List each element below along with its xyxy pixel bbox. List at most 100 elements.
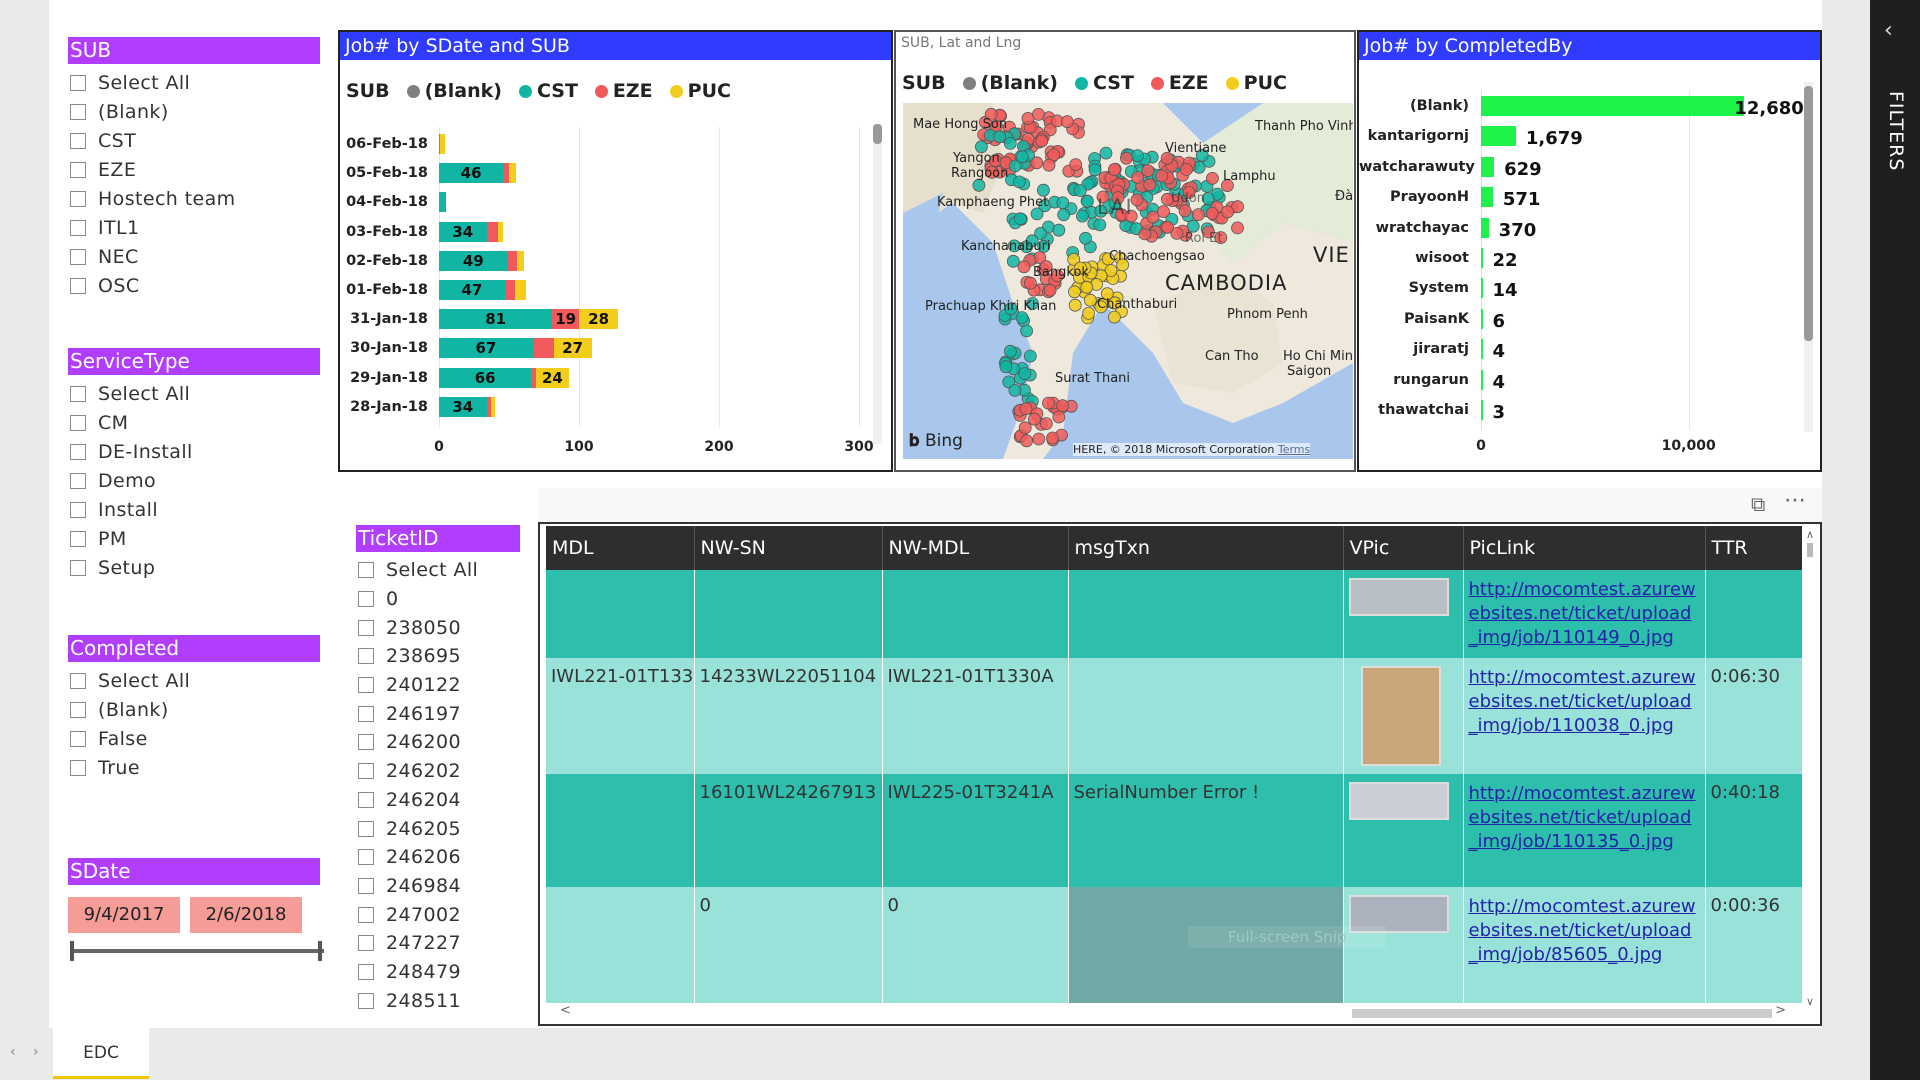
map-data-point[interactable] bbox=[999, 360, 1013, 374]
map-data-point[interactable] bbox=[1182, 186, 1196, 199]
ticketid-item-246200[interactable]: 246200 bbox=[356, 728, 520, 757]
map-data-point[interactable] bbox=[1004, 302, 1018, 316]
map-data-point[interactable] bbox=[1043, 283, 1057, 297]
ticketid-item-246202[interactable]: 246202 bbox=[356, 757, 520, 786]
table-row[interactable]: 0 0 http://mocomtest.azurewebsites.net/tic… bbox=[546, 887, 1802, 1003]
bar-segment-eze[interactable] bbox=[531, 367, 536, 388]
bar-segment-cst[interactable] bbox=[439, 338, 533, 359]
bar-segment-eze[interactable] bbox=[532, 338, 554, 359]
map-data-point[interactable] bbox=[1143, 178, 1157, 192]
completed-item-blank[interactable]: (Blank) bbox=[68, 695, 320, 724]
picture-link[interactable]: http://mocomtest.azurewebsites.net/ticke… bbox=[1468, 579, 1696, 648]
map-data-point[interactable] bbox=[1023, 349, 1037, 363]
column-header-nw-sn[interactable]: NW-SN bbox=[694, 526, 883, 570]
sub-item-cst[interactable]: CST bbox=[68, 126, 320, 155]
map-data-point[interactable] bbox=[1056, 399, 1070, 413]
map-data-point[interactable] bbox=[1008, 383, 1022, 397]
sub-item-hostech-team[interactable]: Hostech team bbox=[68, 184, 320, 213]
bar-segment-eze[interactable] bbox=[439, 134, 441, 154]
bar-segment-eze[interactable] bbox=[552, 309, 579, 330]
map-data-point[interactable] bbox=[1015, 311, 1029, 325]
map-data-point[interactable] bbox=[1073, 184, 1087, 197]
map-data-point[interactable] bbox=[1124, 209, 1138, 223]
servicetype-item-setup[interactable]: Setup bbox=[68, 553, 320, 582]
bar[interactable] bbox=[1481, 217, 1489, 238]
map-data-point[interactable] bbox=[1042, 158, 1056, 172]
bar-segment-cst[interactable] bbox=[439, 280, 505, 300]
map-data-point[interactable] bbox=[1006, 254, 1020, 268]
ticketid-item-246197[interactable]: 246197 bbox=[356, 699, 520, 728]
ticketid-item-238695[interactable]: 238695 bbox=[356, 642, 520, 671]
map-data-point[interactable] bbox=[1008, 159, 1022, 173]
sub-item-blank[interactable]: (Blank) bbox=[68, 97, 320, 126]
sub-checkbox[interactable] bbox=[70, 132, 86, 149]
servicetype-checkbox[interactable] bbox=[70, 443, 86, 460]
completed-item-true[interactable]: True bbox=[68, 753, 320, 782]
sub-item-itl1[interactable]: ITL1 bbox=[68, 213, 320, 242]
map-data-point[interactable] bbox=[1104, 264, 1118, 277]
map-data-point[interactable] bbox=[1036, 183, 1050, 197]
column-header-msgtxn[interactable]: msgTxn bbox=[1068, 526, 1344, 570]
map-data-point[interactable] bbox=[1080, 194, 1094, 208]
bar-segment-puc[interactable] bbox=[490, 396, 495, 417]
map-data-point[interactable] bbox=[1099, 146, 1113, 160]
map-data-point[interactable] bbox=[1013, 212, 1027, 226]
picture-link[interactable]: http://mocomtest.azurewebsites.net/ticke… bbox=[1468, 667, 1696, 736]
map-data-point[interactable] bbox=[1157, 205, 1170, 218]
servicetype-checkbox[interactable] bbox=[70, 559, 86, 576]
ticketid-checkbox[interactable] bbox=[358, 648, 374, 665]
map-data-point[interactable] bbox=[1073, 261, 1087, 275]
start-date-input[interactable]: 9/4/2017 bbox=[68, 897, 180, 933]
map-data-point[interactable] bbox=[1042, 396, 1055, 410]
map-data-point[interactable] bbox=[1191, 208, 1205, 221]
ticketid-item-select-all[interactable]: Select All bbox=[356, 556, 520, 585]
sub-map-visual[interactable]: SUB, Lat and Lng SUB (Blank) CST EZE PUC Mae… bbox=[894, 30, 1356, 472]
bar-segment-cst[interactable] bbox=[439, 309, 553, 330]
map-data-point[interactable] bbox=[1020, 324, 1033, 338]
picture-thumbnail[interactable] bbox=[1348, 895, 1449, 933]
map-data-point[interactable] bbox=[1160, 192, 1174, 206]
map-data-point[interactable] bbox=[1075, 209, 1089, 223]
map-data-point[interactable] bbox=[1030, 207, 1044, 221]
map-legend-item-blank[interactable]: (Blank) bbox=[962, 72, 1058, 94]
column-header-piclink[interactable]: PicLink bbox=[1463, 526, 1706, 570]
map-data-point[interactable] bbox=[1056, 196, 1070, 210]
map-data-point[interactable] bbox=[1231, 200, 1245, 214]
bar-segment-puc[interactable] bbox=[514, 280, 526, 300]
column-header-ttr[interactable]: TTR bbox=[1705, 526, 1802, 570]
picture-thumbnail[interactable] bbox=[1348, 578, 1449, 616]
servicetype-item-select-all[interactable]: Select All bbox=[68, 379, 320, 408]
bar-segment-cst[interactable] bbox=[439, 367, 532, 388]
map-data-point[interactable] bbox=[975, 140, 988, 154]
job-by-completedby-chart[interactable]: Job# by CompletedBy 0 10,000 (Blank) 12,680… bbox=[1357, 30, 1822, 472]
map-data-point[interactable] bbox=[1094, 300, 1108, 314]
map-data-point[interactable] bbox=[1231, 221, 1244, 235]
date-slider-track[interactable] bbox=[72, 949, 324, 953]
map-data-point[interactable] bbox=[1088, 163, 1102, 177]
chart-legend-item-blank[interactable]: (Blank) bbox=[406, 80, 502, 102]
map-data-point[interactable] bbox=[1039, 260, 1053, 274]
map-data-point[interactable] bbox=[1205, 207, 1219, 220]
map-data-point[interactable] bbox=[1111, 191, 1125, 205]
table-row[interactable]: IWL221-01T1330A14233WL22051104IWL221-01T… bbox=[546, 658, 1802, 774]
ticketid-checkbox[interactable] bbox=[358, 734, 374, 751]
column-header-mdl[interactable]: MDL bbox=[546, 526, 695, 570]
map-data-point[interactable] bbox=[1094, 204, 1108, 218]
bar-segment-eze[interactable] bbox=[504, 280, 515, 300]
ticketid-checkbox[interactable] bbox=[358, 562, 374, 579]
map-data-point[interactable] bbox=[1067, 252, 1081, 266]
more-options-icon[interactable]: ⋯ bbox=[1784, 488, 1807, 513]
bar-segment-eze[interactable] bbox=[486, 221, 498, 242]
map-canvas[interactable]: Mae Hong Son Yangon Rangoon Kamphaeng Ph… bbox=[903, 103, 1353, 459]
map-data-point[interactable] bbox=[1186, 219, 1200, 233]
map-data-point[interactable] bbox=[1060, 115, 1074, 129]
map-data-point[interactable] bbox=[1178, 204, 1192, 218]
bar-segment-cst[interactable] bbox=[439, 396, 487, 417]
servicetype-item-demo[interactable]: Demo bbox=[68, 466, 320, 495]
map-data-point[interactable] bbox=[1195, 148, 1209, 162]
map-data-point[interactable] bbox=[1068, 285, 1081, 299]
map-data-point[interactable] bbox=[1170, 226, 1184, 240]
bar[interactable] bbox=[1481, 248, 1483, 268]
ticketid-checkbox[interactable] bbox=[358, 963, 374, 980]
map-data-point[interactable] bbox=[1214, 231, 1228, 245]
